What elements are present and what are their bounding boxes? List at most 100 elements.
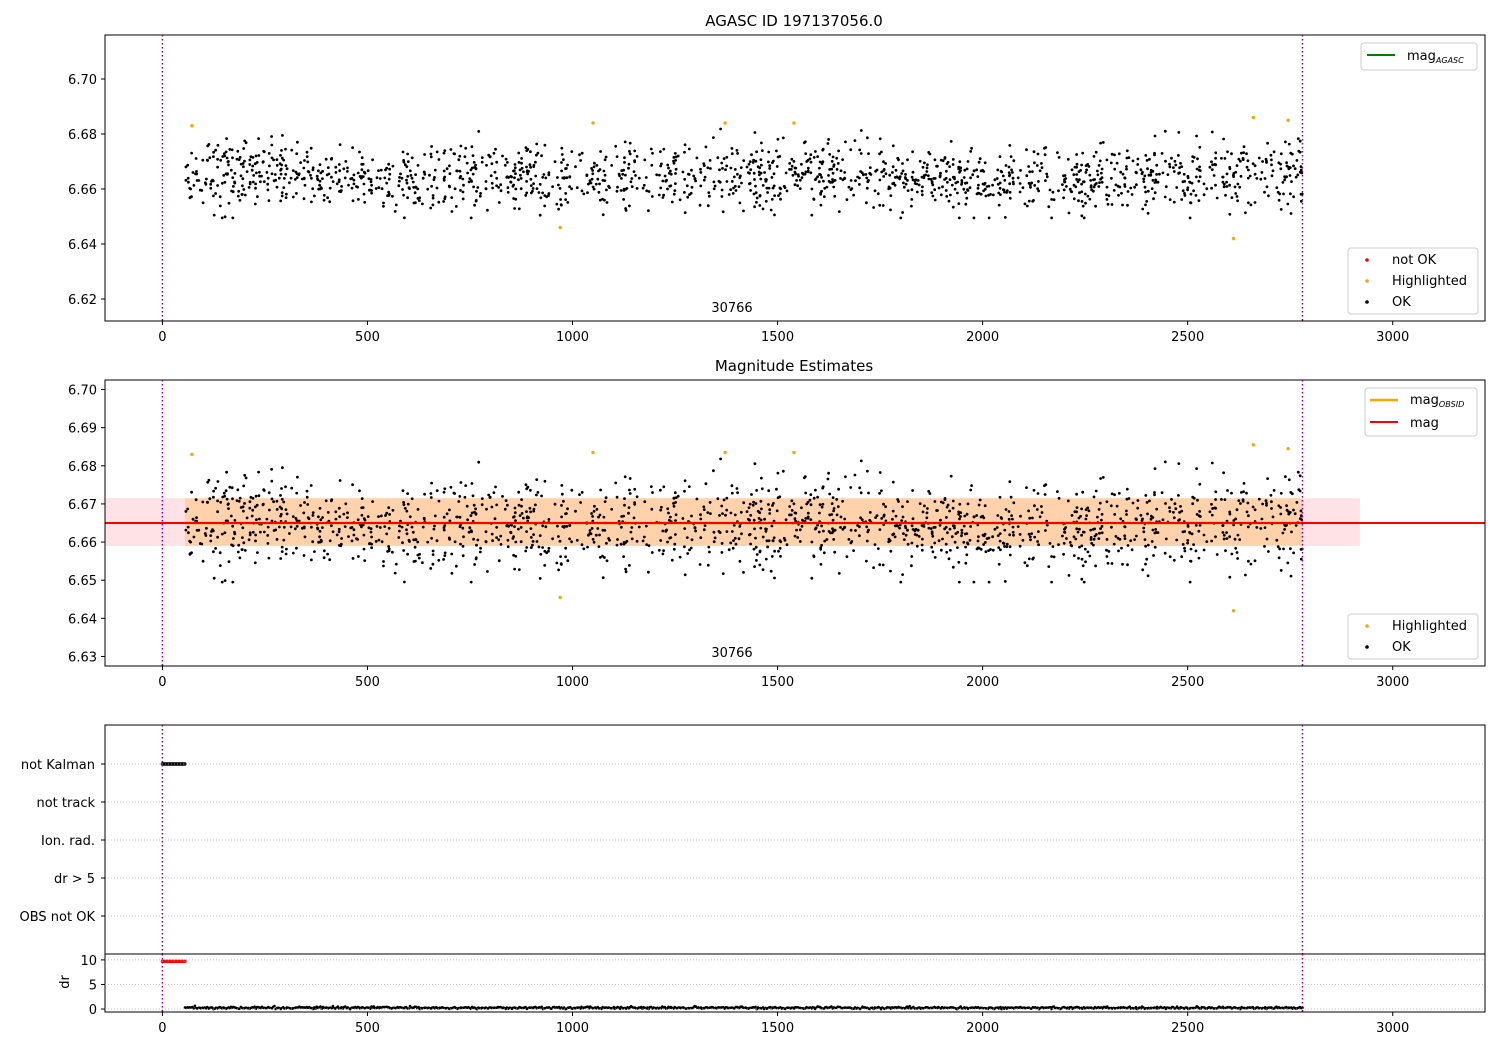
ok-point <box>1277 504 1281 508</box>
ok-point <box>1178 171 1181 175</box>
ok-point <box>270 479 274 483</box>
ok-point <box>558 187 562 190</box>
ok-point <box>614 144 618 148</box>
ok-point <box>184 510 188 513</box>
ok-point <box>958 160 962 164</box>
ok-point <box>594 182 598 186</box>
ok-point <box>300 177 304 181</box>
ok-point <box>749 189 752 192</box>
ok-point <box>725 496 729 500</box>
ok-point <box>514 187 518 191</box>
legend-mag-label: mag <box>1410 416 1439 431</box>
ok-point <box>506 545 510 549</box>
ok-point <box>1114 535 1118 538</box>
ok-point <box>431 196 435 200</box>
ok-point <box>291 551 295 555</box>
ok-point <box>825 185 829 189</box>
ok-point <box>767 489 771 493</box>
ok-point <box>445 512 449 516</box>
x-tick-label: 500 <box>355 675 380 690</box>
ok-point <box>484 180 488 183</box>
ok-point <box>1275 538 1279 542</box>
ok-point <box>568 523 572 527</box>
ok-point <box>1154 531 1158 534</box>
ok-point <box>398 524 401 528</box>
ok-point <box>216 184 220 187</box>
ok-point <box>403 580 406 584</box>
ok-point <box>850 540 854 543</box>
ok-point <box>1038 169 1042 173</box>
ok-point <box>1225 537 1229 540</box>
ok-point <box>1265 501 1268 505</box>
ok-point <box>702 162 706 166</box>
ok-point <box>901 505 904 509</box>
ok-point <box>418 552 421 556</box>
ok-point <box>406 175 410 178</box>
ok-point <box>1222 533 1226 537</box>
ok-point <box>231 176 235 180</box>
ok-point <box>917 183 921 187</box>
ok-point <box>248 533 252 537</box>
ok-point <box>321 516 324 519</box>
ok-point <box>1084 201 1087 205</box>
ok-point <box>362 182 366 186</box>
ok-point <box>1076 530 1080 534</box>
ok-point <box>1065 185 1068 188</box>
ok-point <box>878 563 882 567</box>
ok-point <box>642 183 646 187</box>
ok-point <box>1248 174 1252 178</box>
ok-point <box>321 526 324 529</box>
ok-point <box>218 195 222 199</box>
ok-point <box>965 167 969 171</box>
ok-point <box>235 157 239 161</box>
ok-point <box>604 155 608 159</box>
ok-point <box>219 158 223 162</box>
ok-point <box>706 204 710 208</box>
ok-point <box>1145 200 1149 203</box>
ok-point <box>866 136 869 140</box>
ok-point <box>517 178 520 182</box>
ok-point <box>1008 190 1012 194</box>
ok-point <box>254 182 257 186</box>
ok-point <box>770 197 774 201</box>
ok-point <box>591 169 594 172</box>
ok-point <box>282 525 286 529</box>
ok-point <box>1288 174 1292 177</box>
y-tick-label: 6.67 <box>68 498 97 513</box>
ok-point <box>1164 502 1167 505</box>
ok-point <box>594 533 598 537</box>
ok-point <box>1297 149 1301 153</box>
ok-point <box>859 491 863 495</box>
ok-point <box>850 187 854 191</box>
ok-point <box>1164 537 1168 541</box>
ok-point <box>1170 498 1173 501</box>
ok-point <box>478 194 482 198</box>
ok-point <box>880 170 884 174</box>
ok-point <box>681 170 685 174</box>
ok-point <box>1125 156 1129 160</box>
ok-point <box>382 560 385 563</box>
ok-point <box>1062 196 1065 200</box>
ok-point <box>953 187 957 191</box>
ok-point <box>524 146 528 150</box>
ok-point <box>866 469 869 473</box>
ok-point <box>1299 165 1303 169</box>
ok-point <box>383 525 387 528</box>
ok-point <box>514 554 518 558</box>
ok-point <box>920 543 924 547</box>
ok-point <box>318 506 322 510</box>
ok-point <box>370 191 373 195</box>
dr-point <box>1106 1005 1109 1008</box>
ok-point <box>630 177 634 180</box>
ok-point <box>232 537 235 540</box>
ok-point <box>243 502 246 505</box>
ok-point <box>261 160 265 164</box>
ok-point <box>643 500 647 504</box>
ok-point <box>405 509 409 513</box>
ok-point <box>822 179 825 183</box>
ok-point <box>904 526 908 530</box>
ok-point <box>915 182 919 186</box>
ok-point <box>845 198 849 202</box>
ok-point <box>224 150 228 154</box>
ok-point <box>350 539 354 543</box>
